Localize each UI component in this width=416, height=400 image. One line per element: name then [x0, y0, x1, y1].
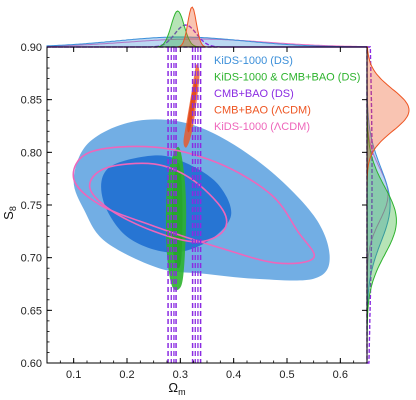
legend: KiDS-1000 (DS) KiDS-1000 & CMB+BAO (DS) CM…: [214, 55, 360, 133]
legend-entry-kids-1000-cdm-: KiDS-1000 (ΛCDM): [214, 121, 310, 133]
x-tick-label: 0.2: [119, 369, 134, 381]
x-axis-label: Ωm: [168, 380, 185, 397]
marginal-y-cmb-bao-ds-: [366, 46, 373, 364]
marginal-x-kids-1000-cdm-: [46, 38, 368, 48]
contour-outer-contour-kids-1000-lcdm: [72, 145, 316, 265]
marginal-y-panel: [366, 46, 410, 364]
y-tick-label: 0.75: [21, 200, 42, 212]
legend-entry-cmb-bao-cdm-: CMB+BAO (ΛCDM): [214, 105, 311, 117]
x-tick-label: 0.1: [66, 369, 81, 381]
marginal-x-panel: [46, 6, 368, 48]
x-tick-label: 0.3: [173, 369, 188, 381]
contour-inner-contour-kids-1000-lcdm: [88, 162, 228, 243]
y-axis-label: S8: [1, 206, 18, 220]
y-tick-label: 0.65: [21, 305, 42, 317]
y-tick-label: 0.80: [21, 147, 42, 159]
x-tick-label: 0.6: [333, 369, 348, 381]
legend-entry-cmb-bao-ds-: CMB+BAO (DS): [214, 88, 294, 100]
marginal-x-kids-1000-ds-: [46, 36, 368, 48]
x-tick-label: 0.5: [279, 369, 294, 381]
y-tick-label: 0.70: [21, 253, 42, 265]
plot-area: [72, 47, 330, 363]
axes: 0.1 0.2 0.3 0.4 0.5 0.6 0.60 0.65 0.70 0.75 0.80 0.…: [21, 42, 368, 381]
y-tick-label: 0.60: [21, 358, 42, 370]
legend-entry-kids-1000-ds-: KiDS-1000 (DS): [214, 55, 293, 67]
y-tick-label: 0.85: [21, 95, 42, 107]
x-tick-label: 0.4: [226, 369, 241, 381]
y-tick-label: 0.90: [21, 42, 42, 54]
legend-entry-kids-1000-cmb-bao-ds-: KiDS-1000 & CMB+BAO (DS): [214, 72, 360, 84]
